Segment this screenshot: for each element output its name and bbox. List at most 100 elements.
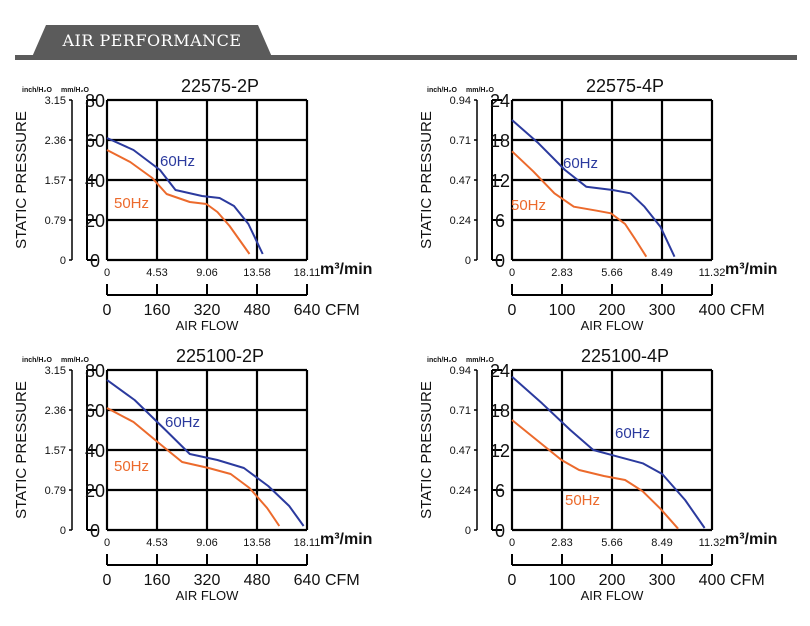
y-axis-title: STATIC PRESSURE [418, 381, 435, 519]
unit-inch-label: inch/H₂O [427, 87, 458, 94]
x-tick-m3-label: 18.11 [294, 267, 321, 279]
y-tick-inch-label: 3.15 [45, 95, 66, 107]
x-tick-cfm-label: 0 [103, 302, 112, 319]
y-tick-mm-label: 0 [495, 251, 505, 271]
x-tick-cfm-label: 100 [549, 572, 576, 589]
y-tick-inch-label: 0 [465, 255, 471, 267]
x-unit-m3-label: m³/min [320, 531, 372, 548]
x-tick-m3-label: 0 [104, 537, 110, 549]
series-label-50hz: 50Hz [114, 195, 149, 212]
y-axis-title: STATIC PRESSURE [418, 111, 435, 249]
x-unit-cfm-label: CFM [325, 572, 360, 589]
y-tick-mm-label: 24 [490, 91, 510, 111]
y-axis-title: STATIC PRESSURE [13, 381, 30, 519]
x-axis-title: AIR FLOW [581, 318, 645, 333]
unit-inch-label: inch/H₂O [22, 357, 53, 364]
x-tick-cfm-label: 300 [649, 302, 676, 319]
plot-grid [510, 98, 714, 262]
x-axis-title: AIR FLOW [581, 588, 645, 603]
x-tick-cfm-label: 0 [103, 572, 112, 589]
y-tick-inch-label: 0 [465, 525, 471, 537]
y-tick-inch-label: 2.36 [45, 135, 66, 147]
unit-mm-label: mm/H₂O [466, 357, 495, 364]
x-tick-cfm-label: 0 [508, 302, 517, 319]
x-unit-cfm-label: CFM [730, 302, 765, 319]
y-tick-mm-label: 18 [490, 401, 510, 421]
x-tick-cfm-label: 200 [599, 572, 626, 589]
series-line-50hz [511, 419, 679, 530]
unit-mm-label: mm/H₂O [61, 357, 90, 364]
header-divider [15, 55, 797, 60]
x-tick-cfm-label: 160 [144, 302, 171, 319]
series-line-50hz [511, 150, 648, 258]
x-tick-cfm-label: 400 [699, 302, 726, 319]
x-tick-m3-label: 4.53 [146, 537, 167, 549]
y-tick-mm-label: 20 [85, 481, 105, 501]
x-tick-m3-label: 0 [509, 267, 515, 279]
y-tick-inch-label: 0.47 [450, 445, 471, 457]
x-unit-m3-label: m³/min [725, 261, 777, 278]
y-tick-mm-label: 40 [85, 441, 105, 461]
y-tick-mm-label: 12 [490, 441, 510, 461]
section-header: AIR PERFORMANCE [0, 0, 810, 64]
x-tick-cfm-label: 0 [508, 572, 517, 589]
y-tick-mm-label: 18 [490, 131, 510, 151]
series-label-50hz: 50Hz [511, 197, 546, 214]
y-tick-inch-label: 0.94 [450, 95, 471, 107]
y-tick-mm-label: 60 [85, 131, 105, 151]
x-tick-cfm-label: 320 [194, 572, 221, 589]
series-line-50hz [106, 149, 251, 255]
y-tick-mm-label: 12 [490, 171, 510, 191]
x-tick-m3-label: 8.49 [651, 267, 672, 279]
unit-inch-label: inch/H₂O [22, 87, 53, 94]
x-tick-cfm-label: 480 [244, 302, 271, 319]
x-tick-m3-label: 4.53 [146, 267, 167, 279]
y-tick-mm-label: 80 [85, 91, 105, 111]
x-tick-m3-label: 11.32 [699, 267, 726, 279]
x-unit-m3-label: m³/min [725, 531, 777, 548]
plot-grid [510, 368, 714, 532]
x-tick-cfm-label: 400 [699, 572, 726, 589]
y-tick-inch-label: 0.79 [45, 215, 66, 227]
y-tick-inch-label: 0.24 [450, 485, 471, 497]
series-line-50hz [106, 407, 281, 527]
chart-title: 225100-4P [581, 346, 669, 366]
y-tick-inch-label: 0.71 [450, 135, 471, 147]
y-tick-mm-label: 20 [85, 211, 105, 231]
x-tick-m3-label: 8.49 [651, 537, 672, 549]
series-label-60hz: 60Hz [615, 425, 650, 442]
x-tick-cfm-label: 320 [194, 302, 221, 319]
x-tick-m3-label: 5.66 [601, 537, 622, 549]
x-tick-m3-label: 5.66 [601, 267, 622, 279]
y-tick-mm-label: 0 [495, 521, 505, 541]
y-tick-mm-label: 6 [495, 211, 505, 231]
x-tick-m3-label: 2.83 [551, 537, 572, 549]
y-tick-mm-label: 0 [90, 251, 100, 271]
series-label-60hz: 60Hz [563, 155, 598, 172]
y-tick-mm-label: 40 [85, 171, 105, 191]
section-tab [32, 25, 272, 57]
y-tick-inch-label: 2.36 [45, 405, 66, 417]
y-tick-inch-label: 0.24 [450, 215, 471, 227]
x-axis-title: AIR FLOW [176, 318, 240, 333]
x-tick-m3-label: 13.58 [243, 267, 271, 279]
x-tick-cfm-label: 640 [294, 302, 321, 319]
series-line-60hz [511, 375, 706, 529]
unit-mm-label: mm/H₂O [466, 87, 495, 94]
unit-inch-label: inch/H₂O [427, 357, 458, 364]
y-tick-mm-label: 60 [85, 401, 105, 421]
chart-title: 22575-2P [181, 76, 259, 96]
series-label-60hz: 60Hz [160, 153, 195, 170]
x-tick-m3-label: 11.32 [699, 537, 726, 549]
series-label-50hz: 50Hz [114, 458, 149, 475]
plot-grid [105, 368, 309, 532]
x-tick-m3-label: 13.58 [243, 537, 271, 549]
x-tick-cfm-label: 480 [244, 572, 271, 589]
x-tick-cfm-label: 300 [649, 572, 676, 589]
unit-mm-label: mm/H₂O [61, 87, 90, 94]
x-tick-m3-label: 9.06 [196, 267, 217, 279]
x-tick-cfm-label: 640 [294, 572, 321, 589]
y-tick-mm-label: 24 [490, 361, 510, 381]
